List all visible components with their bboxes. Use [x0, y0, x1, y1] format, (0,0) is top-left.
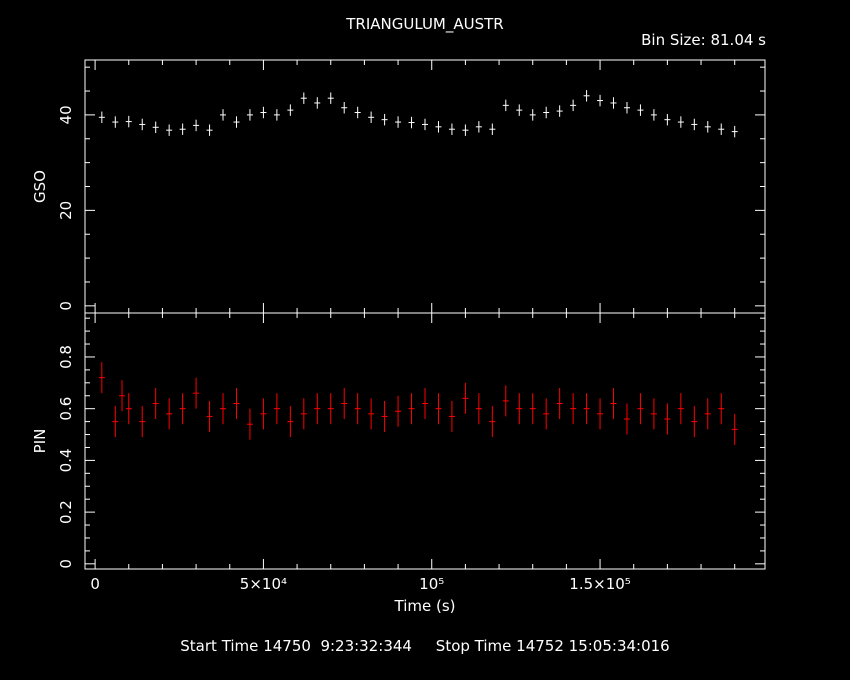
bin-size-value: 81.04 s: [710, 31, 766, 49]
y-axis-label: GSO: [31, 170, 49, 203]
x-tick-label: 1.5×10⁵: [569, 575, 631, 593]
start-time-label: Start Time: [180, 637, 259, 655]
x-tick-label: 5×10⁴: [240, 575, 287, 593]
y-tick-label: 0.8: [57, 345, 75, 369]
x-axis-label: Time (s): [394, 597, 456, 615]
y-axis-label: PIN: [31, 429, 49, 454]
footer-times: Start Time 14750 9:23:32:344 Stop Time 1…: [0, 639, 850, 654]
x-tick-label: 0: [90, 575, 100, 593]
stop-time-value: 14752 15:05:34:016: [516, 637, 670, 655]
gso-panel: 0 20 40 GSO: [31, 59, 766, 314]
y-tick-label: 0.4: [57, 448, 75, 472]
y-tick-label: 0.6: [57, 397, 75, 421]
y-tick-label: 0.2: [57, 500, 75, 524]
y-tick-label: 0: [57, 559, 75, 569]
start-time-value: 14750 9:23:32:344: [263, 637, 412, 655]
chart-title: TRIANGULUM_AUSTR: [346, 15, 504, 33]
plot-frame: [84, 59, 766, 314]
pin-panel: 0 0.2 0.4 0.6 0.8 PIN 0 5×10⁴ 10⁵ 1.5×10⁵: [31, 312, 766, 593]
y-tick-label: 0: [57, 301, 75, 311]
plot-frame: [84, 312, 766, 570]
y-tick-label: 40: [57, 105, 75, 124]
y-tick-label: 20: [57, 201, 75, 220]
x-tick-label: 10⁵: [419, 575, 444, 593]
bin-size-text: Bin Size:: [641, 31, 706, 49]
bin-size-label: Bin Size: 81.04 s: [641, 33, 766, 48]
stop-time-label: Stop Time: [435, 637, 512, 655]
